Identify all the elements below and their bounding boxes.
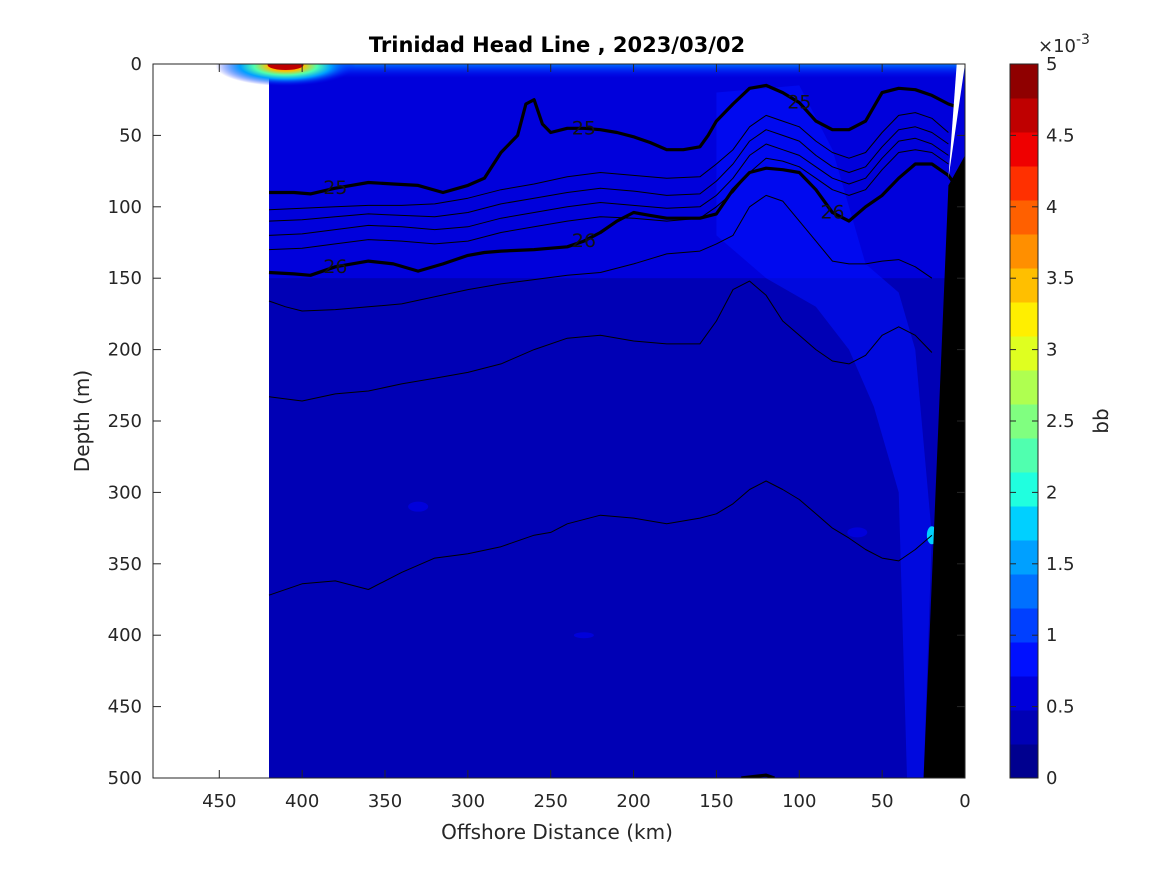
isopycnal-line bbox=[741, 773, 775, 778]
y-tick-label: 400 bbox=[108, 625, 142, 646]
isopycnal-line bbox=[268, 137, 949, 236]
y-tick-label: 0 bbox=[131, 54, 142, 75]
field-spot bbox=[573, 632, 594, 639]
colorbar-bin bbox=[1010, 200, 1038, 235]
chart-title: Trinidad Head Line , 2023/03/02 bbox=[369, 33, 745, 57]
y-tick-label: 450 bbox=[108, 697, 142, 718]
y-tick-label: 100 bbox=[108, 197, 142, 218]
colorbar-tick-label: 3 bbox=[1046, 340, 1057, 361]
x-tick-label: 0 bbox=[959, 791, 970, 812]
y-tick-label: 350 bbox=[108, 554, 142, 575]
colorbar-label: bb bbox=[1089, 408, 1113, 433]
x-tick-label: 200 bbox=[616, 791, 650, 812]
isopycnal-line bbox=[268, 149, 949, 251]
contour-label: 25 bbox=[323, 177, 347, 199]
field-spot bbox=[847, 527, 868, 538]
field-shelf-patch bbox=[716, 85, 932, 778]
x-tick-label: 450 bbox=[202, 791, 236, 812]
colorbar-bin bbox=[1010, 540, 1038, 575]
y-tick-label: 150 bbox=[108, 268, 142, 289]
y-axis-label: Depth (m) bbox=[70, 370, 94, 472]
colorbar-bin bbox=[1010, 676, 1038, 711]
field-surface-max bbox=[215, 64, 356, 86]
colorbar-exponent-base: ×10 bbox=[1038, 36, 1076, 57]
colorbar-tick-label: 4 bbox=[1046, 197, 1057, 218]
colorbar-tick-label: 2.5 bbox=[1046, 411, 1075, 432]
x-tick-label: 100 bbox=[782, 791, 816, 812]
isopycnal-line bbox=[268, 480, 933, 596]
colorbar-bin bbox=[1010, 166, 1038, 201]
field-surface-max-core bbox=[267, 64, 304, 70]
colorbar-tick-label: 5 bbox=[1046, 54, 1057, 75]
colorbar-tick-label: 0.5 bbox=[1046, 697, 1075, 718]
x-axis-label: Offshore Distance (km) bbox=[441, 820, 673, 844]
contour-label: 25 bbox=[787, 92, 811, 114]
x-axis: 450 400 350 300 250 200 150 100 50 0 bbox=[202, 64, 971, 812]
y-axis: 0 50 100 150 200 250 300 350 400 450 500 bbox=[108, 54, 965, 789]
colorbar-tick-label: 1.5 bbox=[1046, 554, 1075, 575]
x-tick-label: 300 bbox=[451, 791, 485, 812]
colorbar-bin bbox=[1010, 608, 1038, 643]
colorbar-bin bbox=[1010, 64, 1038, 99]
colorbar-bin bbox=[1010, 506, 1038, 541]
colorbar: 0 0.5 1 1.5 2 2.5 3 3.5 4 4.5 5 bbox=[1009, 54, 1075, 789]
bb-field bbox=[215, 64, 965, 778]
isopycnal-line bbox=[268, 162, 958, 277]
y-tick-label: 300 bbox=[108, 482, 142, 503]
contour-label: 26 bbox=[323, 256, 347, 278]
colorbar-bin bbox=[1010, 234, 1038, 269]
colorbar-exponent: ×10-3 bbox=[1038, 32, 1090, 57]
y-tick-label: 200 bbox=[108, 340, 142, 361]
colorbar-bin bbox=[1010, 710, 1038, 745]
y-tick-label: 250 bbox=[108, 411, 142, 432]
x-tick-label: 250 bbox=[534, 791, 568, 812]
isopycnal-line bbox=[268, 194, 933, 312]
colorbar-bin bbox=[1010, 642, 1038, 677]
y-tick-label: 500 bbox=[108, 768, 142, 789]
colorbar-bin bbox=[1010, 302, 1038, 337]
colorbar-bin bbox=[1010, 574, 1038, 609]
colorbar-tick-label: 1 bbox=[1046, 625, 1057, 646]
field-upper bbox=[269, 64, 965, 279]
x-tick-label: 50 bbox=[871, 791, 894, 812]
colorbar-bin bbox=[1010, 370, 1038, 405]
isopycnal-line bbox=[268, 280, 933, 402]
isopycnal-line bbox=[268, 112, 949, 211]
seafloor bbox=[923, 155, 965, 778]
bathymetry bbox=[923, 64, 965, 778]
colorbar-tick-label: 4.5 bbox=[1046, 125, 1075, 146]
colorbar-bin bbox=[1010, 744, 1038, 779]
field-spot bbox=[408, 501, 429, 512]
colorbar-bin bbox=[1010, 336, 1038, 371]
y-tick-label: 50 bbox=[119, 125, 142, 146]
isopycnal-line bbox=[269, 83, 958, 196]
field-surface-band bbox=[269, 64, 965, 78]
colorbar-bin bbox=[1010, 268, 1038, 303]
contour-label: 26 bbox=[572, 230, 596, 252]
x-tick-label: 400 bbox=[285, 791, 319, 812]
contour-label: 26 bbox=[820, 202, 844, 224]
colorbar-tick-label: 0 bbox=[1046, 768, 1057, 789]
colorbar-bin bbox=[1010, 132, 1038, 167]
colorbar-bin bbox=[1010, 438, 1038, 473]
colorbar-bin bbox=[1010, 98, 1038, 133]
x-tick-label: 350 bbox=[368, 791, 402, 812]
x-tick-label: 150 bbox=[699, 791, 733, 812]
isopycnal-line bbox=[268, 126, 949, 222]
colorbar-tick-label: 3.5 bbox=[1046, 268, 1075, 289]
contour-label: 25 bbox=[572, 117, 596, 139]
colorbar-bin bbox=[1010, 472, 1038, 507]
colorbar-tick-label: 2 bbox=[1046, 482, 1057, 503]
isopycnal-contours: 25 25 25 26 26 26 bbox=[268, 83, 958, 778]
colorbar-exponent-power: -3 bbox=[1076, 32, 1090, 48]
no-data-wedge bbox=[948, 64, 965, 179]
